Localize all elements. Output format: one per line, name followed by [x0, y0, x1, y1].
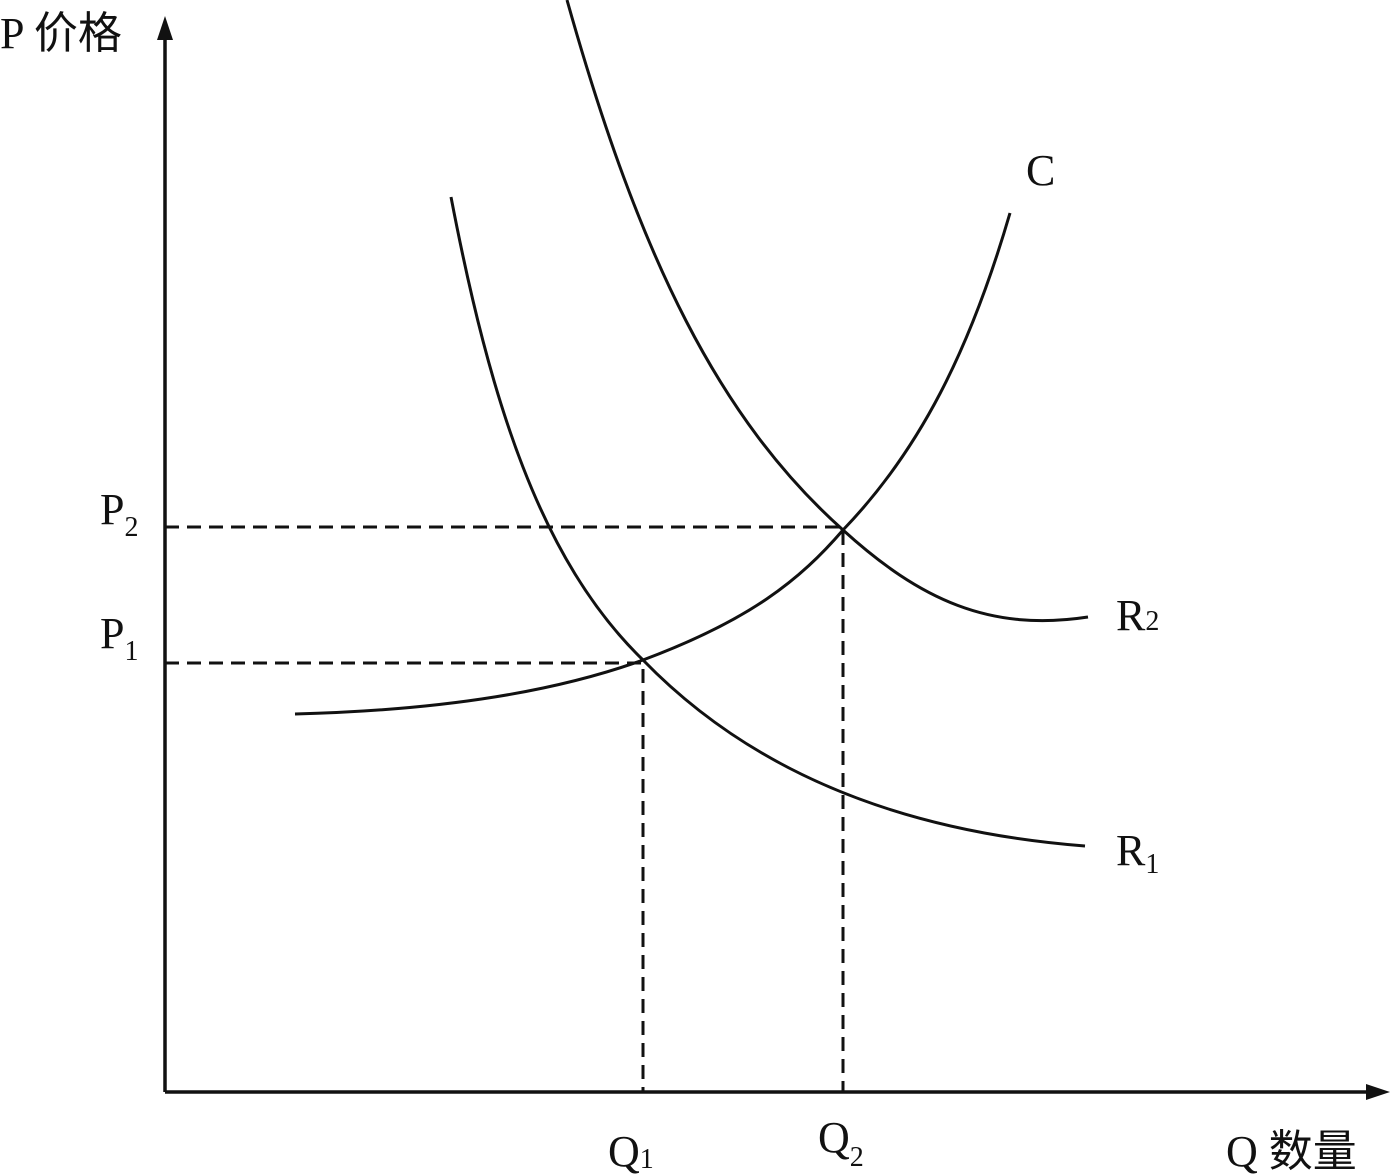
c-curve: [294, 212, 1012, 716]
curve-subscript: 1: [1145, 849, 1159, 880]
r2-curve: [565, 0, 1089, 623]
price-label: P2: [100, 485, 138, 543]
quantity-subscript: 2: [850, 1142, 864, 1173]
quantity-label: Q1: [608, 1127, 654, 1175]
y-axis-label: P 价格: [0, 9, 122, 58]
x-arrow: [1366, 1084, 1390, 1100]
quantity-label: Q2: [818, 1113, 864, 1173]
p1-guide: [165, 661, 645, 1092]
price-symbol: P: [100, 485, 124, 534]
curve-label: R1: [1116, 826, 1159, 880]
x-axis-label: Q 数量: [1226, 1127, 1357, 1175]
quantity-symbol: Q: [818, 1113, 850, 1162]
r1-curve: [449, 196, 1086, 848]
curve-label: C: [1026, 146, 1055, 195]
quantity-subscript: 1: [640, 1144, 654, 1175]
quantity-symbol: Q: [608, 1127, 640, 1175]
curve-symbol: R: [1116, 826, 1146, 875]
price-label: P1: [100, 609, 138, 667]
p2-guide: [165, 525, 845, 1092]
price-subscript: 1: [124, 636, 138, 667]
y-arrow: [157, 16, 173, 40]
curve-label: R2: [1116, 591, 1159, 640]
curve-symbol: R: [1116, 591, 1146, 640]
curve-subscript: 2: [1145, 606, 1159, 637]
price-symbol: P: [100, 609, 124, 658]
price-subscript: 2: [124, 512, 138, 543]
